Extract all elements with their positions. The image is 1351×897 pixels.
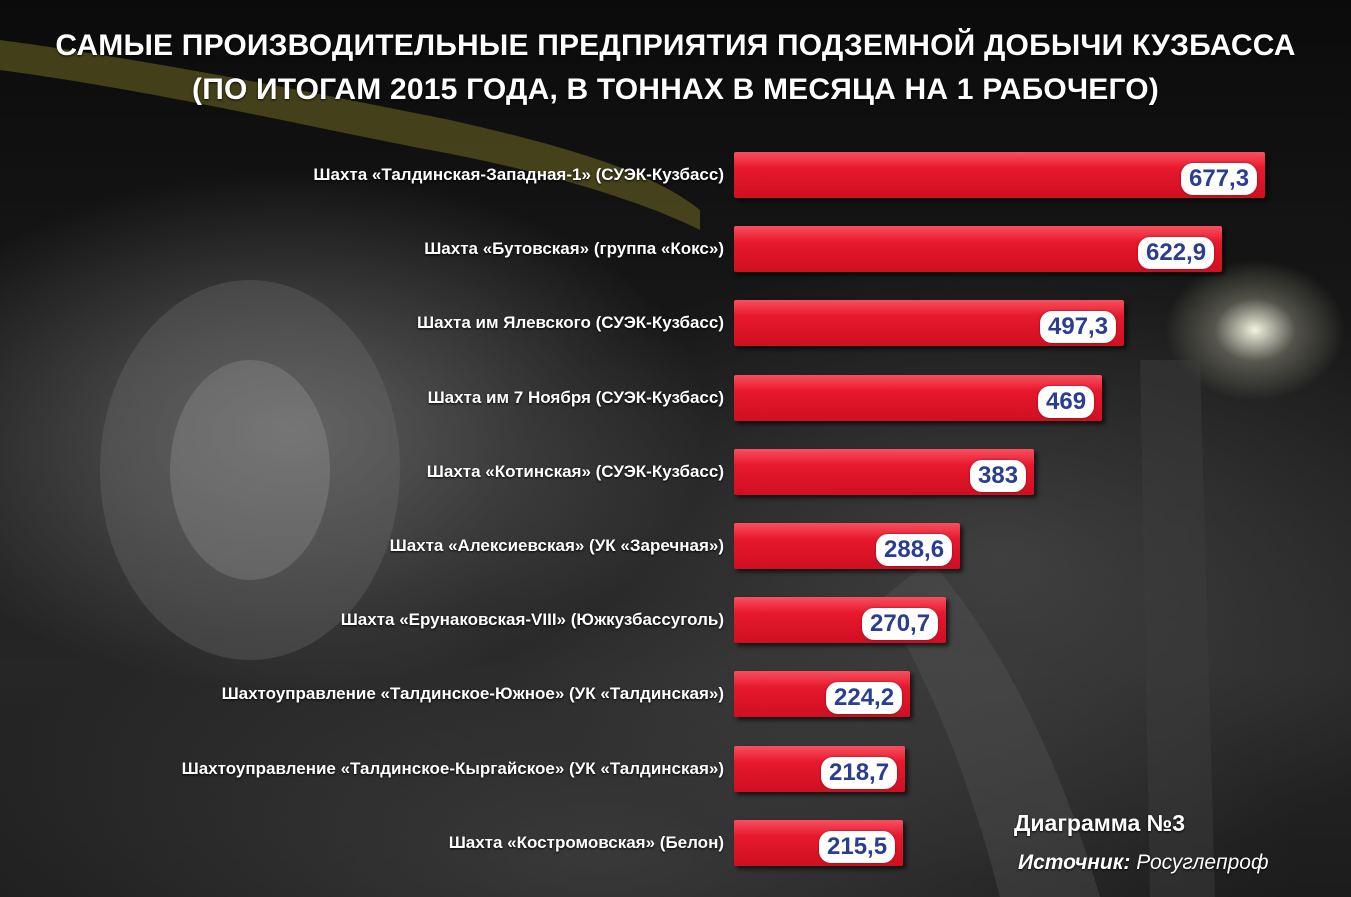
source-note: Источник: Росуглепроф: [1018, 851, 1269, 875]
bar-value-label-3: 497,3: [1040, 311, 1117, 343]
chart-title: САМЫЕ ПРОИЗВОДИТЕЛЬНЫЕ ПРЕДПРИЯТИЯ ПОДЗЕ…: [0, 24, 1351, 112]
source-value: Росуглепроф: [1136, 851, 1269, 874]
bar-label-2: Шахта «Бутовская» (группа «Кокс»): [424, 239, 724, 258]
bar-1: [734, 152, 1265, 198]
bar-value-label-6: 288,6: [876, 534, 953, 566]
bar-label-8: Шахтоуправление «Талдинское-Южное» (УК «…: [221, 684, 724, 703]
bar-value-label-8: 224,2: [826, 682, 903, 714]
diagram-number: Диаграмма №3: [1014, 810, 1186, 836]
chart-title-line-2: (ПО ИТОГАМ 2015 ГОДА, В ТОННАХ В МЕСЯЦА …: [192, 73, 1159, 106]
bar-label-5: Шахта «Котинская» (СУЭК-Кузбасс): [426, 462, 724, 481]
bar-label-1: Шахта «Талдинская-Западная-1» (СУЭК-Кузб…: [313, 165, 724, 184]
bar-value-label-5: 383: [970, 460, 1027, 492]
bar-label-3: Шахта им Ялевского (СУЭК-Кузбасс): [417, 313, 724, 332]
bar-label-9: Шахтоуправление «Талдинское-Кыргайское» …: [181, 759, 724, 778]
bar-value-label-7: 270,7: [862, 608, 939, 640]
chart-title-line-1: САМЫЕ ПРОИЗВОДИТЕЛЬНЫЕ ПРЕДПРИЯТИЯ ПОДЗЕ…: [55, 29, 1296, 62]
bar-value-label-2: 622,9: [1138, 237, 1215, 269]
bar-label-10: Шахта «Костромовская» (Белон): [448, 833, 724, 852]
bar-label-7: Шахта «Ерунаковская-VIII» (Южкузбассугол…: [340, 610, 724, 629]
bar-value-label-10: 215,5: [819, 831, 896, 863]
bar-label-6: Шахта «Алексиевская» (УК «Заречная»): [389, 536, 724, 555]
source-label: Источник:: [1018, 851, 1131, 874]
bar-value-label-4: 469: [1038, 386, 1095, 418]
bar-value-label-1: 677,3: [1181, 163, 1258, 195]
bar-label-4: Шахта им 7 Ноября (СУЭК-Кузбасс): [427, 388, 724, 407]
bar-value-label-9: 218,7: [821, 757, 898, 789]
